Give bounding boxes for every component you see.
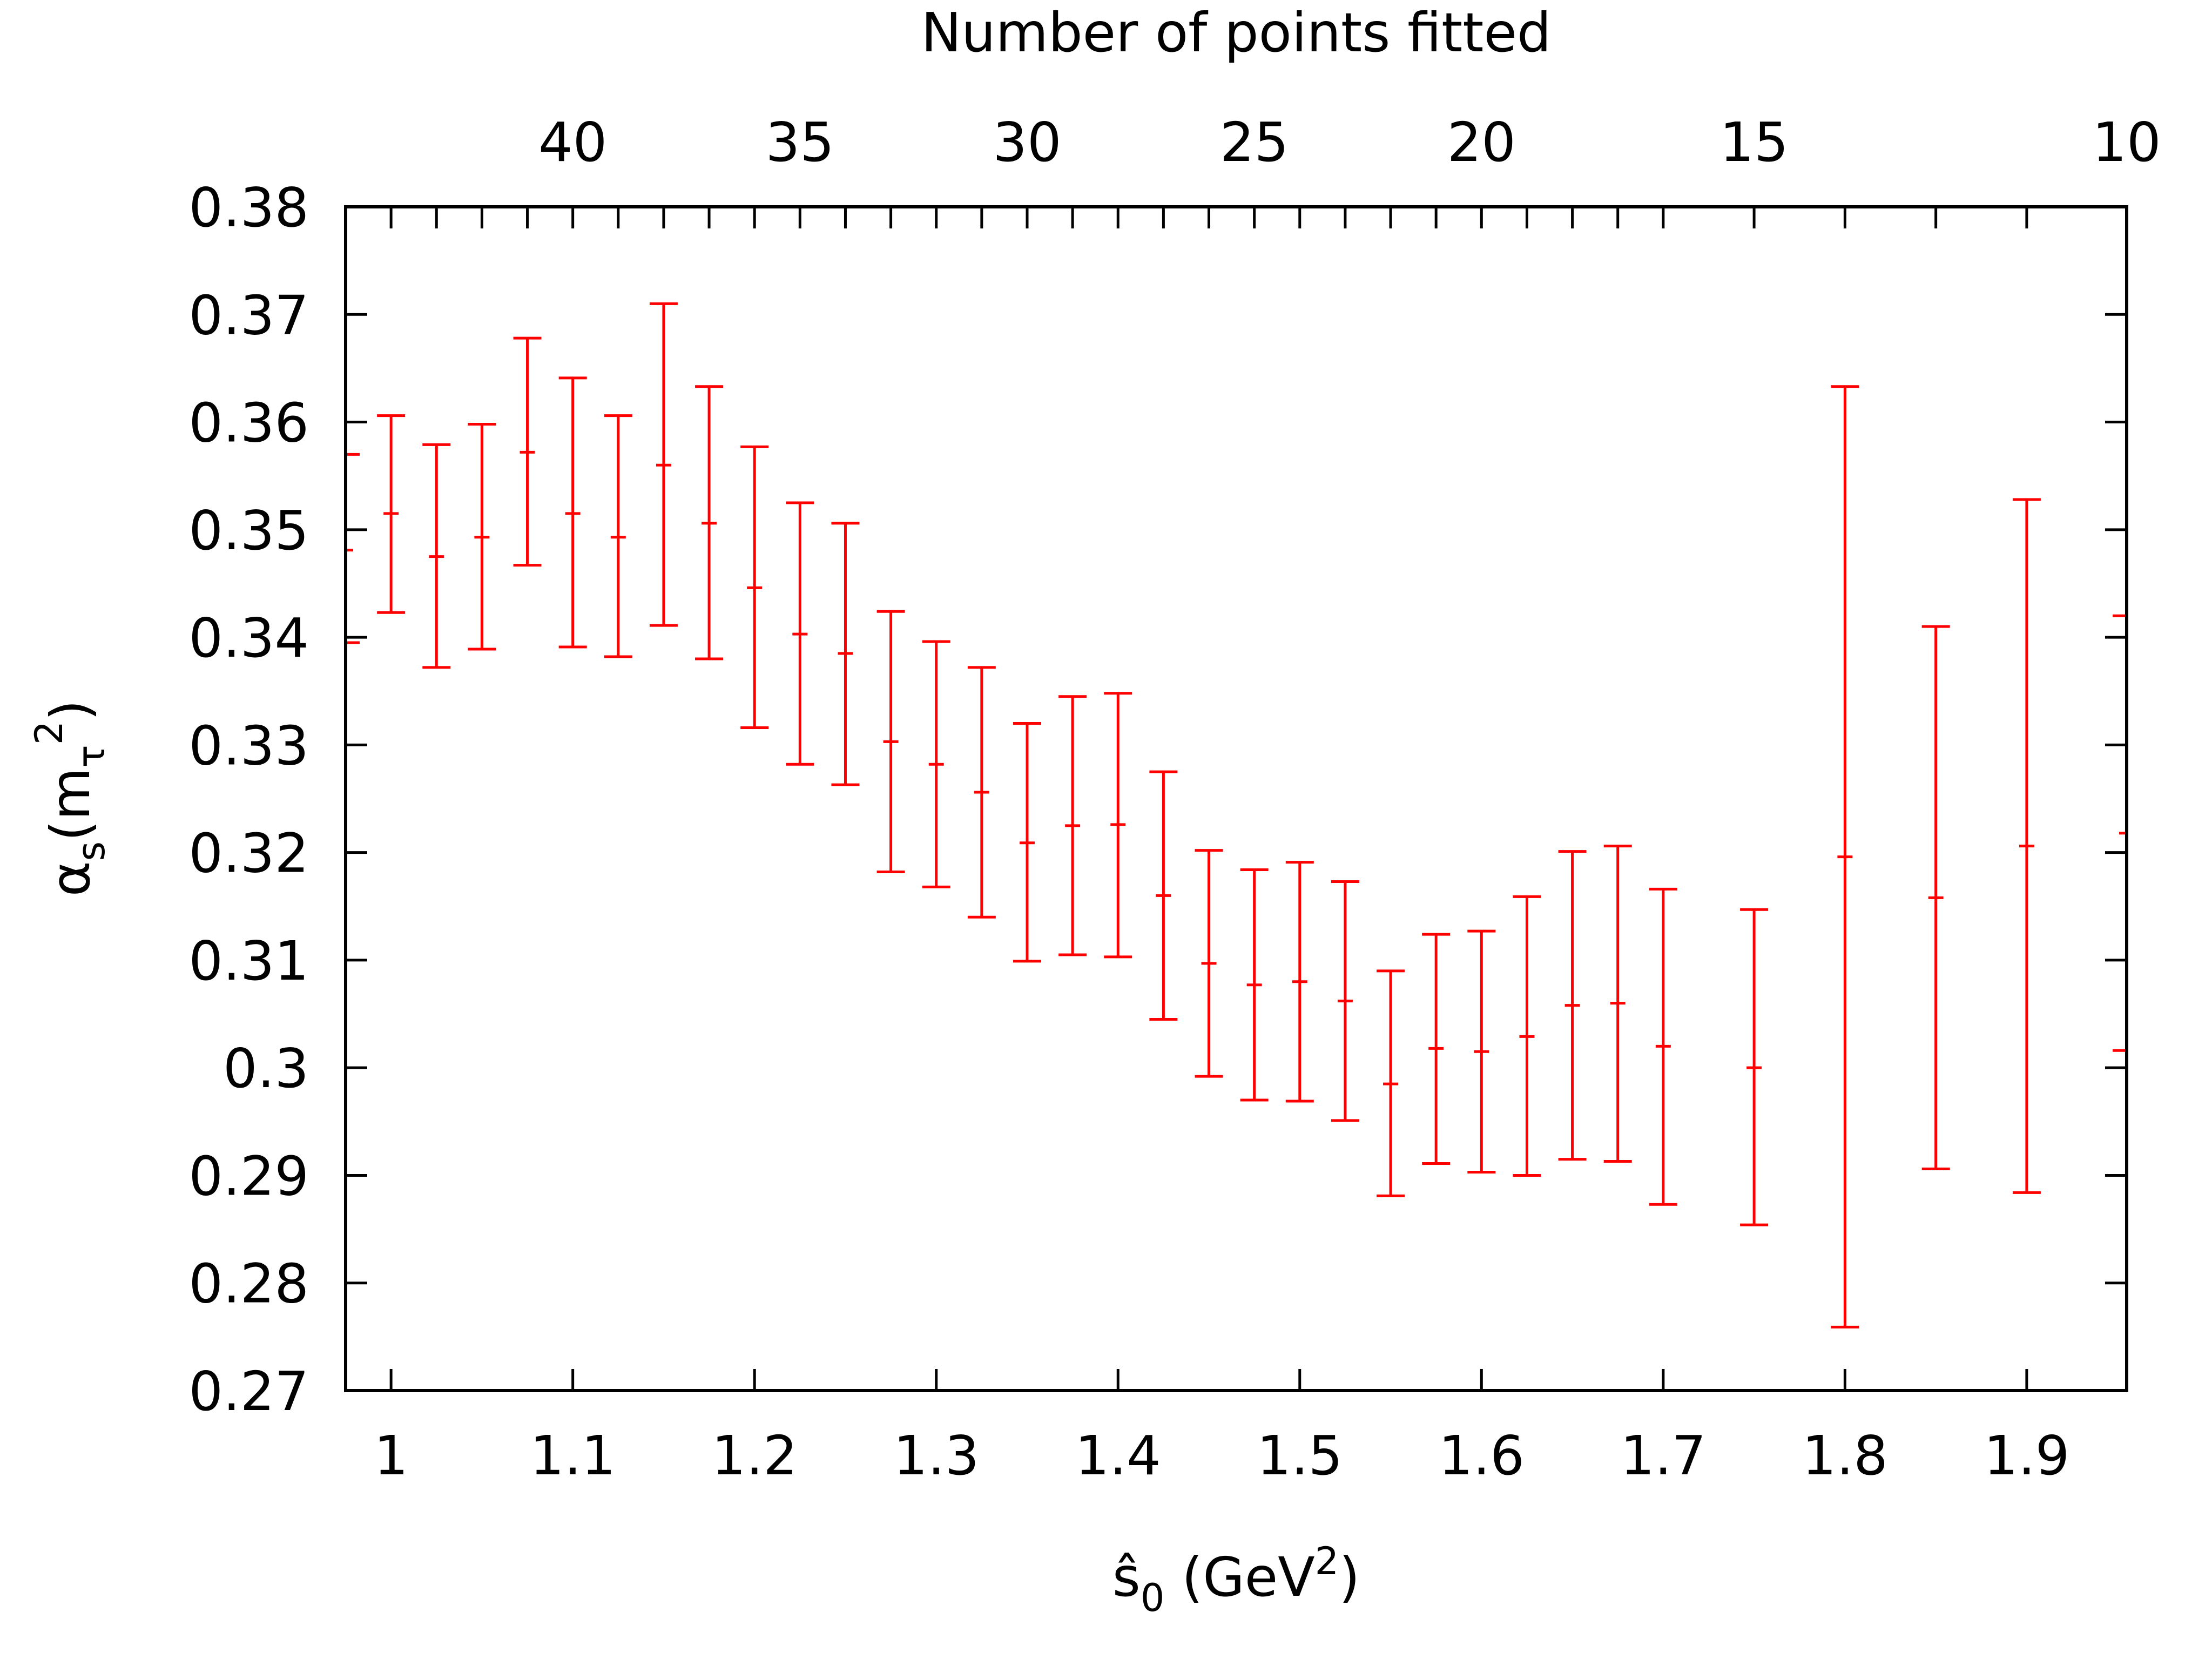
error-bar — [377, 414, 406, 614]
error-bar — [1013, 722, 1041, 963]
y-axis-title-paren: (m — [39, 767, 102, 841]
error-bar — [344, 453, 360, 644]
y-tick-label: 0.27 — [188, 1360, 309, 1423]
error-bar — [1558, 850, 1587, 1161]
error-bar — [740, 445, 769, 729]
y-axis-title-tau: τ — [69, 745, 113, 767]
error-bar — [922, 640, 950, 888]
x-axis-title-unit: (GeV — [1164, 1546, 1314, 1609]
error-bar — [1921, 625, 1950, 1170]
y-tick-label: 0.38 — [188, 176, 309, 239]
x-tick-label: 1.3 — [893, 1424, 979, 1487]
error-bar — [2113, 614, 2128, 1052]
error-bar — [2012, 498, 2041, 1194]
y-tick-label: 0.28 — [188, 1252, 309, 1316]
y-tick-label: 0.29 — [188, 1144, 309, 1208]
error-bar — [1422, 933, 1451, 1165]
y-tick-label: 0.33 — [188, 714, 309, 777]
error-bar — [1285, 861, 1314, 1103]
error-bar — [695, 385, 724, 660]
error-bar-series — [344, 302, 2128, 1328]
y-tick-label: 0.34 — [188, 606, 309, 670]
error-bar — [1513, 895, 1541, 1177]
error-bar — [1467, 929, 1496, 1174]
top-x-tick-label: 20 — [1447, 111, 1516, 174]
error-bar — [1740, 908, 1769, 1226]
y-tick-label: 0.32 — [188, 822, 309, 885]
y-axis-title-close: ) — [39, 700, 102, 721]
error-bar — [1195, 849, 1223, 1078]
tick-marks — [346, 205, 2128, 1392]
x-tick-label: 1.8 — [1802, 1424, 1888, 1487]
top-x-tick-label: 40 — [538, 111, 607, 174]
top-x-tick-label: 30 — [993, 111, 1061, 174]
x-axis-title-close: ) — [1339, 1546, 1360, 1609]
error-bar — [786, 501, 814, 766]
error-bar — [1240, 868, 1269, 1102]
y-axis-title-subscript: s — [69, 841, 113, 861]
x-tick-label: 1.4 — [1075, 1424, 1161, 1487]
error-bar — [422, 443, 451, 669]
error-bar — [468, 423, 496, 651]
error-bar — [1377, 969, 1405, 1197]
error-bar — [1831, 385, 1859, 1328]
error-bar — [604, 414, 632, 658]
error-bar — [649, 302, 678, 627]
y-tick-label: 0.3 — [223, 1037, 309, 1100]
error-bar — [1058, 695, 1087, 956]
y-axis-title-symbol: α — [39, 861, 102, 896]
y-axis-title: αs(mτ2) — [27, 700, 113, 897]
x-axis-title-subscript: 0 — [1141, 1576, 1165, 1620]
top-x-tick-label: 35 — [766, 111, 834, 174]
top-x-tick-label: 15 — [1719, 111, 1788, 174]
top-x-tick-label: 10 — [2092, 111, 2161, 174]
y-axis-title-superscript: 2 — [27, 721, 71, 745]
y-tick-label: 0.31 — [188, 929, 309, 993]
x-axis-title: ŝ0 (GeV2) — [1112, 1539, 1360, 1620]
error-bar — [513, 336, 542, 567]
error-bar — [831, 522, 860, 786]
x-axis-title-superscript: 2 — [1315, 1539, 1339, 1583]
plot-frame — [344, 205, 2128, 1392]
error-bar — [1149, 770, 1178, 1021]
x-tick-label: 1 — [374, 1424, 408, 1487]
error-bar — [1603, 845, 1632, 1163]
x-tick-label: 1.7 — [1620, 1424, 1706, 1487]
tick-labels: 1 1.1 1.2 1.3 1.4 1.5 1.6 1.7 1.8 1.9 40 35 30 25 20 15… — [188, 111, 2161, 1487]
error-bar — [1331, 880, 1359, 1122]
top-x-tick-label: 25 — [1220, 111, 1289, 174]
x-tick-label: 1.2 — [712, 1424, 798, 1487]
top-x-axis-title: Number of points fitted — [921, 1, 1552, 64]
y-tick-label: 0.35 — [188, 499, 309, 562]
error-bar — [558, 376, 587, 649]
y-tick-label: 0.36 — [188, 392, 309, 455]
x-tick-label: 1.6 — [1439, 1424, 1525, 1487]
error-bar — [876, 610, 905, 874]
x-tick-label: 1.9 — [1984, 1424, 2069, 1487]
x-tick-label: 1.1 — [530, 1424, 616, 1487]
error-bar — [1104, 692, 1132, 959]
y-tick-label: 0.37 — [188, 284, 309, 347]
x-axis-title-symbol: ŝ — [1112, 1546, 1141, 1609]
error-bar — [1649, 887, 1677, 1206]
error-bar — [967, 666, 996, 919]
x-tick-label: 1.5 — [1257, 1424, 1343, 1487]
